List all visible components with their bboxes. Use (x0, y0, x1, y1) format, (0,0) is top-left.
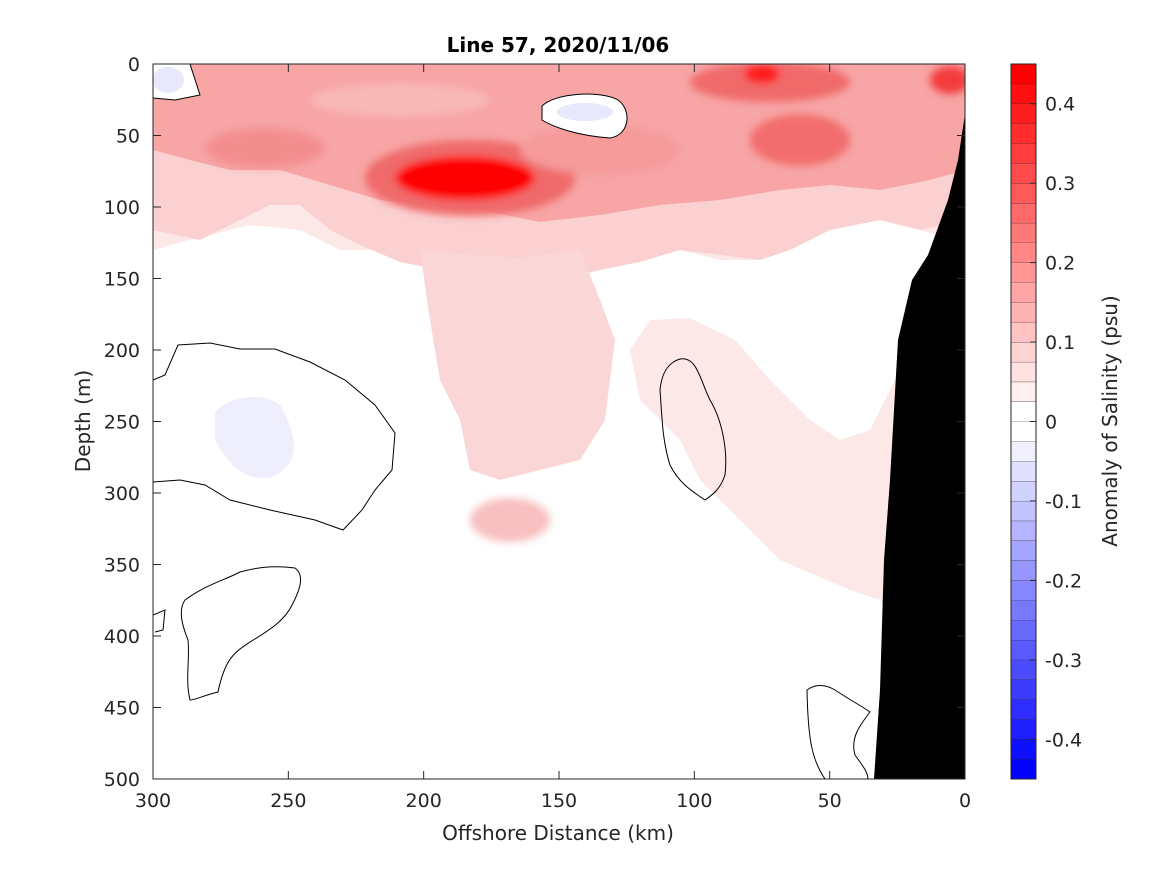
x-axis-ticks: 300 250 200 150 100 50 0 (135, 64, 971, 812)
colorbar-cell (1011, 381, 1036, 402)
colorbar-tick-label: 0.3 (1045, 173, 1075, 195)
colorbar-cell (1011, 500, 1036, 521)
zero-contour-corner (153, 64, 201, 101)
colorbar-cell (1011, 242, 1036, 263)
colorbar-cell (1011, 262, 1036, 283)
anomaly-negative-core-upper (557, 103, 613, 121)
colorbar-cell (1011, 361, 1036, 382)
y-tick-label: 300 (104, 483, 140, 505)
colorbar-cell (1011, 83, 1036, 104)
zero-contour-lower-left (180, 566, 302, 701)
anomaly-core-coastal (930, 66, 965, 94)
y-tick-label: 200 (104, 340, 140, 362)
colorbar-cell (1011, 302, 1036, 323)
anomaly-high-cores (205, 64, 965, 216)
anomaly-band-stem-positive (420, 250, 615, 480)
colorbar-cell (1011, 342, 1036, 362)
colorbar-cell (1011, 461, 1036, 482)
bathymetry (874, 114, 965, 779)
y-tick-label: 450 (104, 698, 140, 720)
colorbar-cell (1011, 739, 1036, 760)
colorbar-cell (1011, 719, 1036, 740)
colorbar-label: Anomaly of Salinity (psu) (1098, 295, 1122, 546)
zero-contour-upper (541, 93, 628, 139)
anomaly-core-shallow-mid (310, 84, 490, 116)
colorbar-tick-label: -0.1 (1045, 491, 1082, 513)
colorbar-tick-label: 0.2 (1045, 253, 1075, 275)
colorbar-cell (1011, 659, 1036, 680)
colorbar-cell (1011, 639, 1036, 660)
anomaly-core-upper-mid (520, 126, 680, 174)
colorbar-cell (1011, 759, 1036, 779)
colorbar-cell (1011, 421, 1036, 442)
colorbar-tick-label: -0.2 (1045, 570, 1082, 592)
colorbar-cell (1011, 580, 1036, 601)
colorbar-cell (1011, 441, 1036, 462)
colorbar-cell (1011, 540, 1036, 561)
colorbar-cells (1011, 63, 1036, 779)
x-tick-label: 250 (270, 790, 306, 812)
y-tick-label: 350 (104, 555, 140, 577)
colorbar-cell (1011, 560, 1036, 581)
colorbar-cell (1011, 401, 1036, 422)
colorbar-cell (1011, 183, 1036, 204)
y-tick-label: 50 (116, 126, 140, 148)
anomaly-core-main-inner (395, 156, 535, 200)
y-tick-label: 250 (104, 412, 140, 434)
colorbar-cell (1011, 163, 1036, 184)
colorbar-tick-label: 0 (1045, 412, 1057, 434)
colorbar-cell (1011, 699, 1036, 720)
zero-contour-bottom-east (806, 685, 871, 779)
chart-title: Line 57, 2020/11/06 (447, 33, 670, 57)
colorbar-cell (1011, 222, 1036, 243)
y-tick-label: 0 (128, 54, 140, 76)
anomaly-core-west (205, 128, 325, 168)
anomaly-core-east (750, 114, 850, 166)
x-tick-label: 200 (406, 790, 442, 812)
colorbar-cell (1011, 103, 1036, 124)
colorbar-cell (1011, 481, 1036, 501)
y-tick-label: 100 (104, 197, 140, 219)
anomaly-subsurface-patch (470, 498, 550, 542)
colorbar-cell (1011, 64, 1036, 84)
anomaly-negative-patch-west (215, 396, 294, 479)
y-tick-label: 400 (104, 626, 140, 648)
x-tick-label: 150 (541, 790, 577, 812)
colorbar-cell (1011, 600, 1036, 621)
anomaly-negative-core-corner (153, 67, 184, 93)
zero-contour-lower-west (153, 609, 166, 633)
colorbar-cell (1011, 322, 1036, 343)
plot-area: 300 250 200 150 100 50 0 050100150200250300350… (104, 54, 971, 812)
x-axis-label: Offshore Distance (km) (442, 821, 674, 845)
colorbar-cell (1011, 620, 1036, 640)
anomaly-low-patches (153, 64, 628, 479)
zero-contour-mid-east (659, 358, 727, 501)
y-axis-ticks: 0 50 100 150 200 250 300 350 400 450 500 (104, 54, 965, 791)
y-tick-label: 500 (104, 769, 140, 791)
colorbar-cell (1011, 282, 1036, 303)
colorbar: 0.4 0.3 0.2 0.1 0 -0.1 -0.2 -0.3 -0.4 Anomaly of… (1010, 63, 1122, 780)
x-tick-label: 100 (676, 790, 712, 812)
y-tick-label: 150 (104, 269, 140, 291)
colorbar-cell (1011, 143, 1036, 164)
colorbar-cell (1011, 520, 1036, 541)
colorbar-cell (1011, 123, 1036, 144)
colorbar-cell (1011, 679, 1036, 700)
colorbar-ticks: 0.4 0.3 0.2 0.1 0 -0.1 -0.2 -0.3 -0.4 (1030, 94, 1082, 751)
anomaly-core-northeast (690, 64, 850, 102)
anomaly-field (153, 64, 965, 779)
y-axis-label: Depth (m) (71, 370, 95, 472)
zero-contour-west (153, 342, 396, 531)
colorbar-cell (1011, 203, 1036, 223)
x-tick-label: 50 (818, 790, 842, 812)
colorbar-tick-label: -0.4 (1045, 729, 1082, 751)
colorbar-tick-label: -0.3 (1045, 650, 1082, 672)
colorbar-tick-label: 0.1 (1045, 332, 1075, 354)
colorbar-tick-label: 0.4 (1045, 94, 1075, 116)
x-tick-label: 0 (959, 790, 971, 812)
x-tick-label: 300 (135, 790, 171, 812)
anomaly-core-northeast-inner (744, 64, 780, 84)
